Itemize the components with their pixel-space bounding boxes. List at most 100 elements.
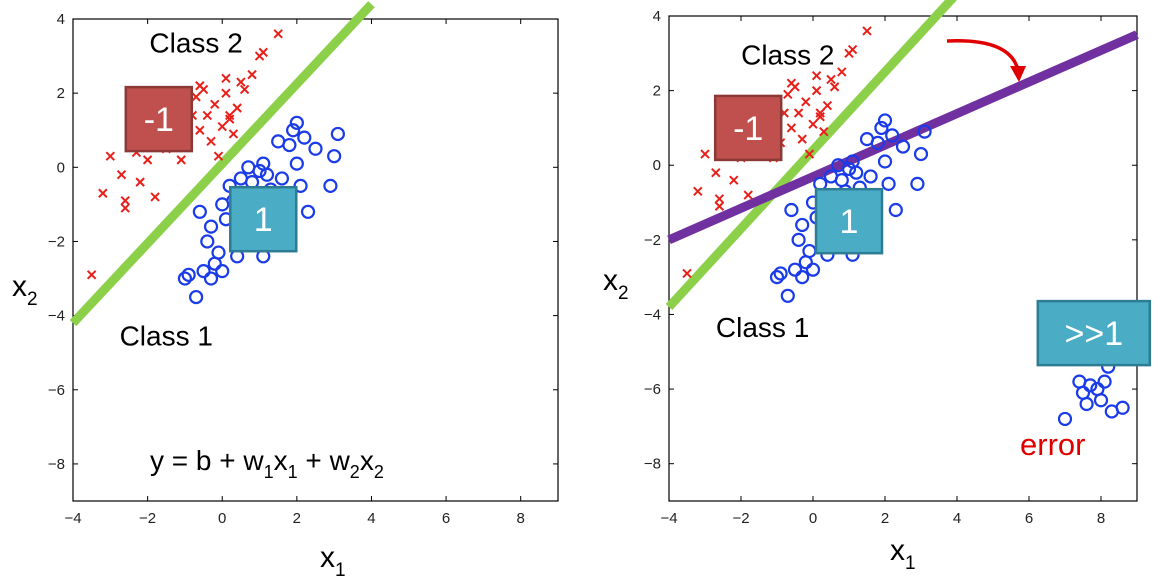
class1-point — [913, 146, 929, 162]
class2-point — [811, 85, 822, 96]
x-marker-stroke — [793, 108, 804, 118]
x-marker-stroke — [693, 186, 703, 197]
class2-point — [191, 92, 201, 102]
arrowhead-icon — [1010, 66, 1026, 82]
class1-point — [282, 137, 297, 153]
x-marker-stroke — [786, 123, 797, 133]
x-tick-label: 2 — [293, 510, 301, 527]
y-tick-label: −2 — [644, 232, 661, 249]
class1-point — [252, 163, 267, 179]
class1-point — [849, 165, 864, 180]
class2-point — [210, 99, 220, 109]
value-box-rect — [229, 185, 298, 253]
x-marker-stroke — [221, 73, 231, 84]
class2-point — [743, 190, 753, 200]
class2-point — [98, 188, 108, 198]
y-tick-label: −2 — [48, 233, 65, 250]
class2-point — [258, 47, 268, 58]
y-axis-label-sub: 2 — [618, 283, 629, 304]
x-marker-stroke — [191, 92, 201, 102]
class1-point — [196, 264, 211, 279]
class1-point — [888, 202, 903, 218]
x-marker-stroke — [210, 99, 220, 109]
class2-point — [815, 112, 825, 122]
y-tick-label: 2 — [57, 85, 65, 102]
value-box-rect — [124, 85, 194, 153]
class2-label: Class 2 — [741, 40, 834, 71]
class2-point — [105, 151, 116, 161]
x-marker-stroke — [862, 26, 872, 36]
x-marker-stroke — [783, 89, 793, 100]
class2-point — [273, 29, 283, 39]
class2-point — [829, 82, 840, 92]
x-marker-stroke — [819, 126, 829, 137]
class1-point — [308, 141, 323, 156]
class2-point — [142, 155, 153, 165]
x-marker-stroke — [801, 97, 811, 107]
class1-point — [327, 149, 342, 164]
class1-point — [780, 288, 795, 303]
x-marker-stroke — [120, 203, 130, 213]
x-tick-label: −2 — [139, 510, 156, 527]
value-box: 1 — [229, 185, 298, 253]
class1-point — [787, 262, 803, 277]
class2-point — [714, 201, 725, 211]
x-marker-stroke — [829, 82, 840, 92]
x-marker-stroke — [743, 190, 753, 200]
class1-point — [293, 178, 308, 193]
class1-point — [1093, 393, 1109, 408]
value-box-label: 1 — [254, 201, 273, 239]
class2-point — [847, 44, 858, 55]
class2-point — [797, 134, 807, 144]
class2-point — [693, 186, 703, 197]
class2-point — [819, 126, 829, 137]
class1-point — [791, 232, 806, 247]
x-marker-stroke — [815, 112, 825, 122]
x-marker-stroke — [700, 149, 710, 159]
y-axis-label-sub: 2 — [27, 289, 38, 310]
x-marker-stroke — [273, 29, 283, 39]
x-marker-stroke — [195, 81, 205, 91]
class2-point — [236, 77, 246, 87]
x-marker-stroke — [811, 85, 822, 96]
class2-point — [682, 268, 692, 279]
y-tick-label: −8 — [48, 456, 65, 473]
class1-point — [259, 167, 275, 182]
class2-point — [862, 26, 872, 36]
y-tick-label: −6 — [644, 381, 661, 398]
y-tick-label: 4 — [57, 11, 65, 28]
class2-point — [221, 88, 231, 98]
value-box-label: 1 — [840, 203, 859, 241]
x-tick-label: 2 — [881, 510, 889, 527]
equation-sub: 1 — [264, 462, 274, 482]
value-box-rect — [814, 187, 884, 255]
class2-point — [783, 89, 793, 100]
class1-point — [870, 135, 885, 150]
equation-lhs: y = b + w — [150, 445, 264, 476]
x-marker-stroke — [815, 108, 825, 118]
value-box-label: -1 — [733, 110, 763, 148]
x-axis-label-sub: 1 — [335, 560, 346, 581]
class2-point — [786, 78, 797, 88]
class2-point — [232, 103, 242, 113]
class2-point — [228, 129, 239, 139]
plot-frame — [668, 15, 1138, 502]
class2-point — [786, 123, 797, 133]
class1-point — [1115, 400, 1130, 415]
x-marker-stroke — [116, 170, 127, 180]
y-axis-label: x2 — [12, 270, 38, 310]
value-box-label: -1 — [144, 101, 174, 139]
class1-point — [192, 204, 207, 219]
shift-arrow-icon — [946, 39, 1020, 71]
class1-point — [211, 245, 226, 260]
x-marker-stroke — [228, 129, 239, 139]
class2-point — [822, 100, 833, 111]
x-marker-stroke — [258, 47, 268, 58]
class1-point — [289, 156, 304, 171]
class1-point — [177, 271, 193, 286]
boundary-line — [69, 1, 375, 327]
